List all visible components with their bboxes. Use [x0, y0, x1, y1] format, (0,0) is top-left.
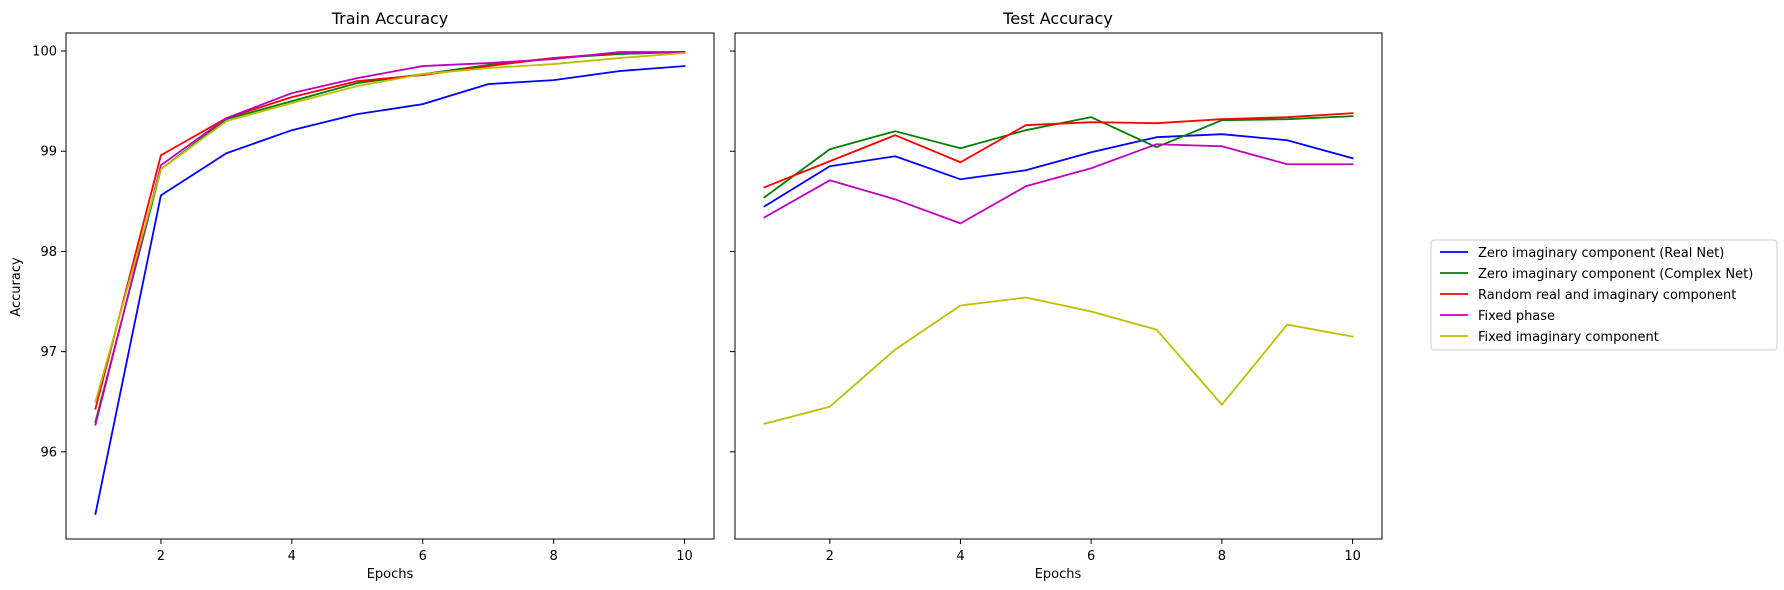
test-x-tick-label: 6: [1087, 549, 1095, 564]
legend-box: [1430, 239, 1778, 351]
train-x-axis-label: Epochs: [367, 567, 414, 582]
train-y-tick-label: 100: [32, 45, 57, 60]
test-x-tick-label: 10: [1344, 549, 1361, 564]
legend-label: Zero imaginary component (Real Net): [1478, 246, 1724, 261]
test-x-tick-label: 4: [956, 549, 964, 564]
test-plot-frame: [734, 32, 1383, 540]
y-axis-label: Accuracy: [9, 257, 24, 317]
train-chart-title: Train Accuracy: [331, 9, 449, 28]
test-series-line-3: [763, 112, 1354, 189]
test-x-tick-label: 2: [826, 549, 834, 564]
train-series-line-5: [94, 52, 686, 403]
train-x-tick-label: 4: [288, 549, 296, 564]
train-y-tick-label: 97: [40, 345, 57, 360]
legend: Zero imaginary component (Real Net) Zero …: [1430, 239, 1778, 351]
legend-label: Random real and imaginary component: [1478, 288, 1736, 303]
test-series-line-2: [763, 115, 1354, 199]
train-x-tick-label: 10: [676, 549, 693, 564]
train-accuracy-panel: Train Accuracy Epochs Accuracy 2 4 6 8 10 96 9…: [9, 9, 715, 582]
train-y-tick-label: 96: [40, 445, 57, 460]
train-marks: 2 4 6 8 10 96 97 98 99 100: [32, 45, 693, 564]
test-series-line-4: [763, 143, 1354, 225]
train-series-line-3: [94, 51, 686, 410]
train-x-tick-label: 6: [419, 549, 427, 564]
legend-label: Fixed phase: [1478, 309, 1555, 324]
legend-label: Zero imaginary component (Complex Net): [1478, 267, 1753, 282]
train-x-tick-label: 8: [549, 549, 557, 564]
train-series-line-4: [94, 51, 686, 426]
test-accuracy-panel: Test Accuracy Epochs 2 4 6 8 10: [730, 9, 1383, 582]
train-y-tick-label: 99: [40, 145, 57, 160]
test-series-line-5: [763, 296, 1354, 425]
test-chart-title: Test Accuracy: [1002, 9, 1113, 28]
train-series-line-2: [94, 51, 686, 423]
test-x-axis-label: Epochs: [1035, 567, 1082, 582]
test-marks: 2 4 6 8 10: [730, 50, 1361, 564]
test-series-line-1: [763, 133, 1354, 208]
legend-label: Fixed imaginary component: [1478, 330, 1659, 345]
train-plot-frame: [65, 32, 715, 540]
train-x-tick-label: 2: [157, 549, 165, 564]
test-x-tick-label: 8: [1218, 549, 1226, 564]
train-series-line-1: [94, 65, 686, 516]
train-y-tick-label: 98: [40, 245, 57, 260]
